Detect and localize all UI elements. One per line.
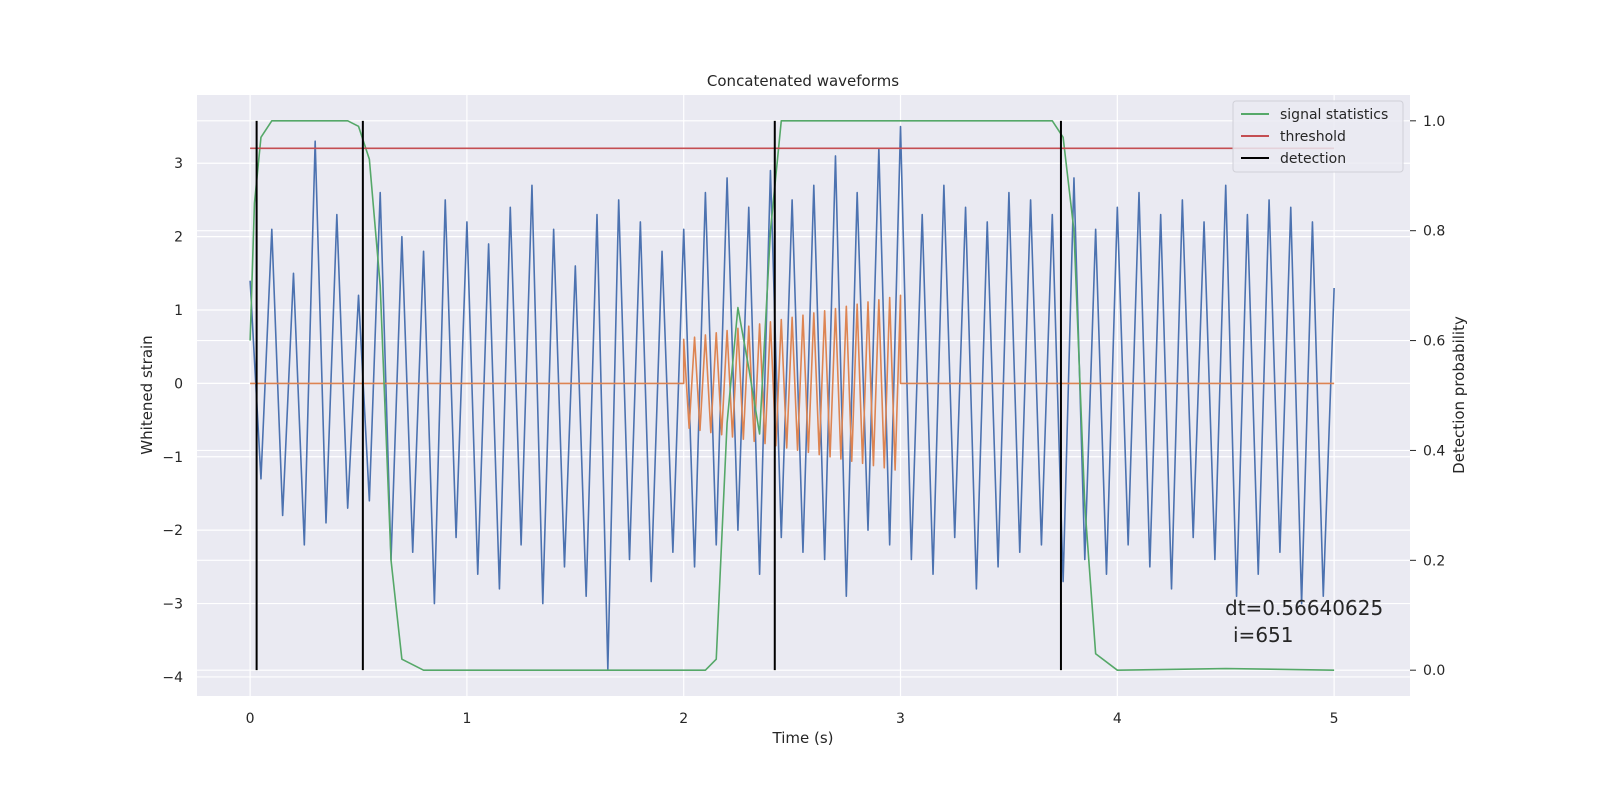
y2-tick-label: 0.4 [1423, 443, 1445, 459]
y2-tick-label: 0.8 [1423, 224, 1445, 240]
legend-label: threshold [1280, 129, 1346, 145]
series-line [249, 120, 1335, 671]
y2-tick-label: 0.0 [1423, 663, 1445, 679]
x-tick-label: 3 [896, 711, 905, 727]
y-axis-label: Whitened strain [138, 335, 156, 454]
y-tick-label: −1 [162, 450, 183, 466]
legend-label: detection [1280, 151, 1346, 167]
annotation: i=651 [1233, 623, 1294, 647]
y-tick-label: 2 [174, 230, 183, 246]
x-axis-label: Time (s) [772, 729, 834, 747]
y2-axis-label: Detection probability [1450, 316, 1468, 474]
y2-tick-label: 1.0 [1423, 114, 1445, 130]
y-tick-label: 1 [174, 303, 183, 319]
legend-box [1232, 100, 1404, 173]
chart-title: Concatenated waveforms [707, 72, 899, 90]
series-line [249, 125, 1335, 671]
y2-tick-label: 0.2 [1423, 553, 1445, 569]
x-tick-label: 2 [679, 711, 688, 727]
x-tick-label: 0 [246, 711, 255, 727]
plot-area [197, 95, 1410, 696]
y-tick-label: −4 [162, 670, 183, 686]
y-tick-label: 0 [174, 376, 183, 392]
y-tick-label: −3 [162, 597, 183, 613]
legend-label: signal statistics [1280, 107, 1388, 123]
annotation: dt=0.56640625 [1225, 596, 1383, 620]
y2-tick-label: 0.6 [1423, 334, 1445, 350]
series-line [250, 294, 1335, 471]
x-tick-label: 1 [462, 711, 471, 727]
x-tick-label: 4 [1113, 711, 1122, 727]
y-tick-label: −2 [162, 523, 183, 539]
y-tick-label: 3 [174, 156, 183, 172]
x-tick-label: 5 [1330, 711, 1339, 727]
